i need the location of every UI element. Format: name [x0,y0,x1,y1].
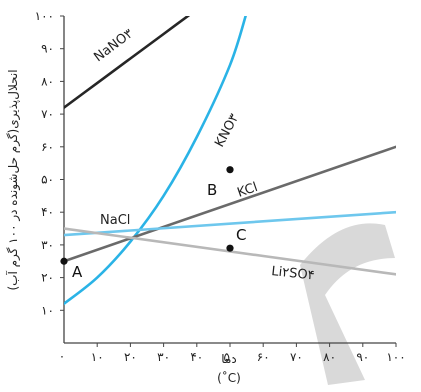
series-line-kno3 [64,16,247,306]
data-point-a [60,257,68,265]
y-tick-label: ۱۰ [41,303,54,317]
x-tick-label: ۳۰ [157,350,170,364]
y-tick-label: ۱۰۰ [35,9,54,23]
y-tick-label: ۷۰ [41,107,54,121]
point-label-b: B [207,181,217,199]
series-label-li2so4: Li۲SO۴ [271,264,316,283]
y-tick-label: ۳۰ [41,238,54,252]
y-axis-title: انحلال‌پذیری(گرم حل‌شونده در ۱۰۰ گرم آب) [5,69,21,290]
x-axis-ticks: ۱۰ ۲۰ ۳۰ ۴۰ ۵۰ ۶۰ ۷۰ ۸۰ ۹۰ ۱۰۰ [91,343,406,364]
x-axis-title-line2: (˚C) [217,370,241,385]
watermark-swoosh [300,223,395,385]
series-label-kno3: KNO۳ [212,112,242,150]
series-line-nacl [64,210,396,237]
x-tick-label: ۱۰۰ [386,350,405,364]
y-axis-ticks: ۱۰ ۲۰ ۳۰ ۴۰ ۵۰ ۶۰ ۷۰ ۸۰ ۹۰ ۱۰۰ [35,9,64,317]
series-line-kcl [64,145,396,263]
x-tick-label: ۸۰ [323,350,336,364]
y-tick-label: ۶۰ [41,140,54,154]
x-tick-label: ۲۰ [124,350,137,364]
y-tick-label: ۲۰ [41,271,54,285]
x-tick-label: ۶۰ [257,350,270,364]
y-tick-label: ۸۰ [41,74,54,88]
point-label-c: C [236,226,246,244]
origin-label: ۰ [59,349,65,363]
y-tick-label: ۵۰ [41,173,54,187]
point-label-a: A [72,263,83,281]
x-tick-label: ۵۰ [224,350,237,364]
x-tick-label: ۴۰ [190,350,203,364]
data-point-b [226,166,234,174]
x-tick-label: ۱۰ [91,350,104,364]
points-layer [60,166,234,265]
series-label-kcl: KCl [235,180,259,201]
x-axis-title-line1: دما [221,352,236,366]
y-tick-label: ۴۰ [41,205,54,219]
series-label-nacl: NaCl [100,213,130,228]
y-tick-label: ۹۰ [41,42,54,56]
x-tick-label: ۹۰ [356,350,369,364]
series-layer [64,16,396,306]
x-tick-label: ۷۰ [290,350,303,364]
series-line-nano3 [64,16,191,109]
data-point-c [226,244,234,252]
